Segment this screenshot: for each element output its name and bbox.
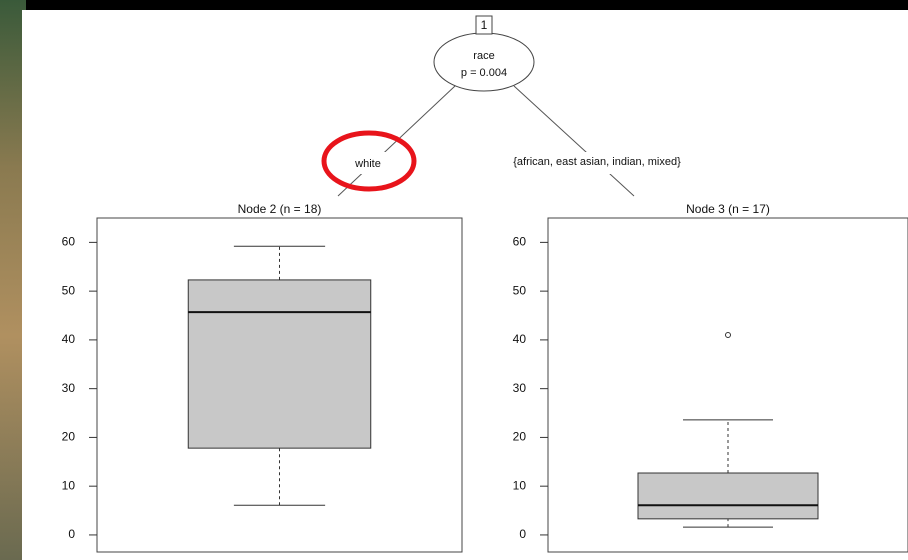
- node-p-value: p = 0.004: [461, 67, 507, 79]
- box: [187, 279, 372, 449]
- edge-label: {african, east asian, indian, mixed}: [513, 156, 681, 168]
- panel-title: Node 2 (n = 18): [238, 202, 322, 216]
- y-tick-label: 0: [519, 527, 526, 541]
- tree-node: [433, 32, 535, 92]
- panel-title: Node 3 (n = 17): [686, 202, 770, 216]
- edge-label-bg: [346, 152, 392, 174]
- node-id: 1: [481, 18, 488, 32]
- y-tick-label: 10: [62, 478, 76, 492]
- tree-edge: [513, 85, 635, 197]
- node-variable: race: [473, 50, 494, 62]
- y-tick-label: 40: [513, 332, 527, 346]
- y-tick-label: 30: [62, 381, 76, 395]
- node-id-box: [475, 15, 493, 35]
- y-tick-label: 60: [513, 235, 527, 249]
- y-tick-label: 30: [513, 381, 527, 395]
- y-tick-label: 50: [513, 283, 527, 297]
- y-tick-label: 20: [513, 430, 527, 444]
- edge-label: white: [354, 158, 381, 170]
- y-tick-label: 0: [68, 527, 75, 541]
- highlight-circle: [321, 130, 417, 192]
- y-tick-label: 10: [513, 478, 527, 492]
- y-tick-label: 40: [62, 332, 76, 346]
- edge-label-bg: [455, 152, 739, 174]
- y-tick-label: 60: [62, 235, 76, 249]
- outlier: [725, 332, 731, 339]
- box: [637, 472, 819, 520]
- background-image: [0, 0, 26, 560]
- y-tick-label: 20: [62, 430, 76, 444]
- y-tick-label: 50: [62, 283, 76, 297]
